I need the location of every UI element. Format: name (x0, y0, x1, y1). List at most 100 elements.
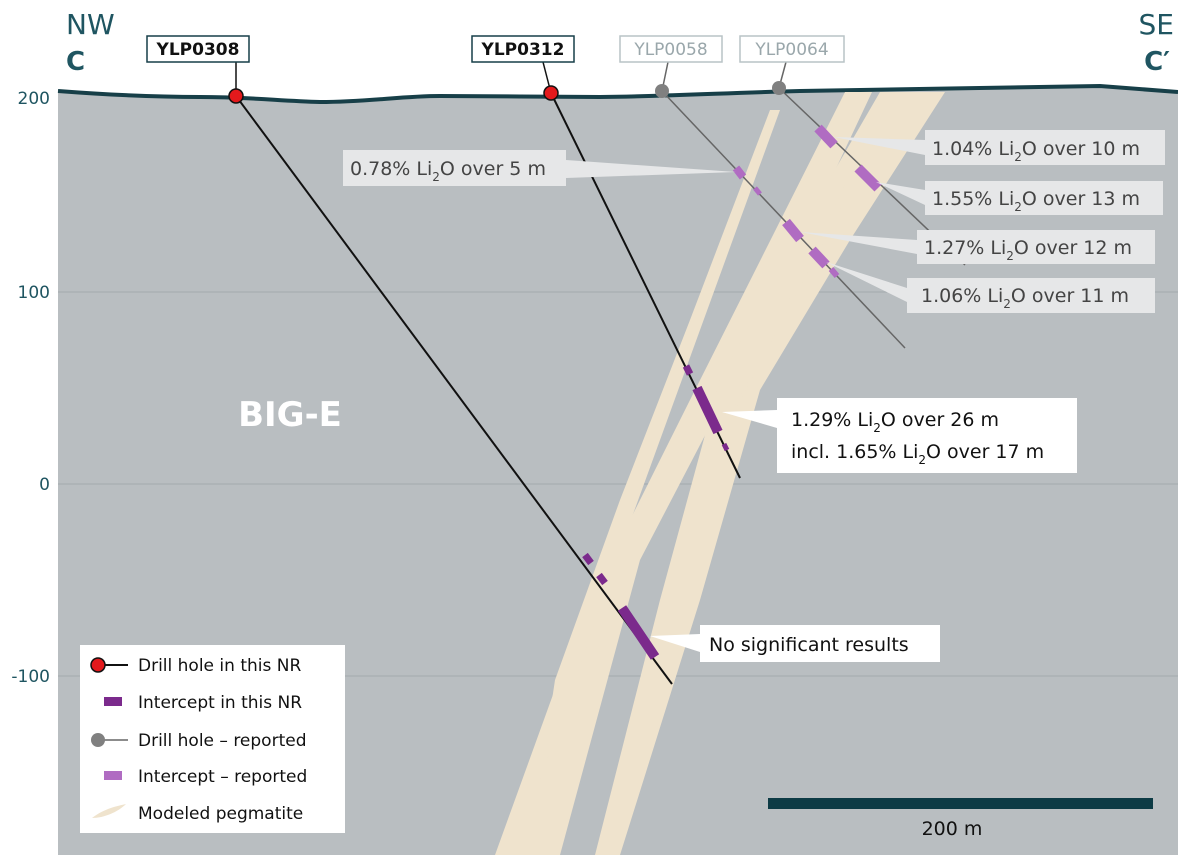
hole-id: YLP0058 (633, 40, 707, 60)
section-label: C (66, 47, 85, 77)
label-text: 1.27% Li (924, 237, 1006, 259)
intercept (814, 124, 838, 149)
label-box (146, 35, 250, 63)
label-box (739, 35, 845, 63)
legend-symbol (92, 804, 126, 818)
callout-box (700, 625, 940, 662)
legend-label: Drill hole in this NR (138, 656, 301, 676)
intercepts-new (582, 364, 730, 660)
label-text: O over 17 m (926, 441, 1044, 463)
elevation-tick: 100 (18, 283, 50, 303)
intercept (753, 186, 762, 196)
label-text: O over 10 m (1022, 138, 1140, 160)
intercept-label: 0.78% Li2O over 5 m (350, 158, 546, 184)
label-box (471, 35, 575, 63)
highlight-label: 1.29% Li2O over 26 m (791, 409, 999, 435)
legend-label: Drill hole – reported (138, 731, 307, 751)
pegmatite-body (595, 92, 945, 855)
label-text: 1.06% Li (921, 285, 1003, 307)
intercept-label: 1.04% Li2O over 10 m (932, 138, 1140, 164)
pointer (834, 137, 925, 155)
legend-label: Modeled pegmatite (138, 804, 303, 824)
intercept (596, 572, 608, 586)
intercept-label: 1.55% Li2O over 13 m (932, 188, 1140, 214)
pegmatite (495, 92, 945, 855)
intercept (828, 267, 840, 278)
legend-symbol (104, 697, 122, 706)
intercept-label: 1.27% Li2O over 12 m (924, 237, 1132, 263)
elevation-tick: -100 (11, 667, 50, 687)
elevation-tick: 0 (39, 475, 50, 495)
hole-id: YLP0308 (156, 40, 240, 60)
hole-id: YLP0064 (754, 40, 828, 60)
label-text: O over 13 m (1022, 188, 1140, 210)
drill-trace (235, 95, 673, 685)
intercept (854, 164, 882, 192)
drill-trace (661, 90, 906, 349)
callout-box (777, 398, 1077, 473)
callout-box (917, 230, 1155, 264)
hole-labels: YLP0308 YLP0312 YLP0058 YLP0064 (146, 35, 845, 104)
collar (772, 81, 786, 95)
hole-id: YLP0312 (481, 40, 565, 60)
collar (655, 84, 669, 98)
intercept (808, 246, 830, 269)
pointer (826, 262, 907, 302)
label-text: O over 12 m (1014, 237, 1132, 259)
intercept (732, 165, 747, 180)
label-text: O over 5 m (440, 158, 546, 180)
intercepts-reported (732, 124, 882, 278)
elevation-tick: 200 (18, 89, 50, 109)
scale-label: 200 m (922, 818, 983, 840)
scale-bar (768, 798, 1153, 809)
legend-box (80, 645, 345, 833)
intercept (782, 218, 804, 243)
pointer (800, 232, 917, 254)
pointer (566, 160, 736, 178)
label-text: 1.29% Li (791, 409, 873, 431)
legend-symbol (91, 733, 105, 747)
pointer (650, 634, 700, 652)
pointer (876, 182, 925, 205)
callout-box (925, 130, 1165, 165)
label-box (619, 35, 723, 63)
highlight-label: incl. 1.65% Li2O over 17 m (791, 441, 1044, 467)
label-text: incl. 1.65% Li (791, 441, 918, 463)
surface-line (57, 83, 1178, 105)
collar (543, 85, 559, 101)
area-label: BIG-E (238, 395, 342, 435)
pointer (722, 410, 777, 428)
pegmatite-body (700, 92, 900, 470)
intercept (617, 605, 660, 660)
label-text: O over 11 m (1011, 285, 1129, 307)
callout-box (925, 181, 1163, 215)
section-label: C′ (1144, 47, 1170, 77)
callouts (343, 130, 1165, 313)
label-text: 1.55% Li (932, 188, 1014, 210)
legend-label: Intercept – reported (138, 767, 307, 787)
subscript: 2 (1014, 150, 1022, 164)
direction: NW (66, 8, 115, 41)
no-result-label: No significant results (709, 634, 909, 656)
subscript: 2 (918, 453, 926, 467)
intercept (721, 442, 730, 452)
subscript: 2 (1014, 200, 1022, 214)
legend: Drill hole in this NR Intercept in this … (80, 645, 345, 833)
label-text: O over 26 m (881, 409, 999, 431)
legend-symbol (90, 657, 106, 673)
direction: SE (1139, 8, 1174, 41)
callout-box (343, 150, 566, 186)
label-text: 0.78% Li (350, 158, 432, 180)
legend-symbol (104, 771, 122, 780)
legend-label: Intercept in this NR (138, 693, 302, 713)
intercept-label: 1.06% Li2O over 11 m (921, 285, 1129, 311)
intercept (692, 385, 723, 435)
subscript: 2 (1006, 249, 1014, 263)
intercept (682, 364, 694, 376)
callout-box (907, 278, 1155, 313)
label-text: 1.04% Li (932, 138, 1014, 160)
subscript: 2 (1003, 297, 1011, 311)
subscript: 2 (873, 421, 881, 435)
collar (228, 88, 244, 104)
